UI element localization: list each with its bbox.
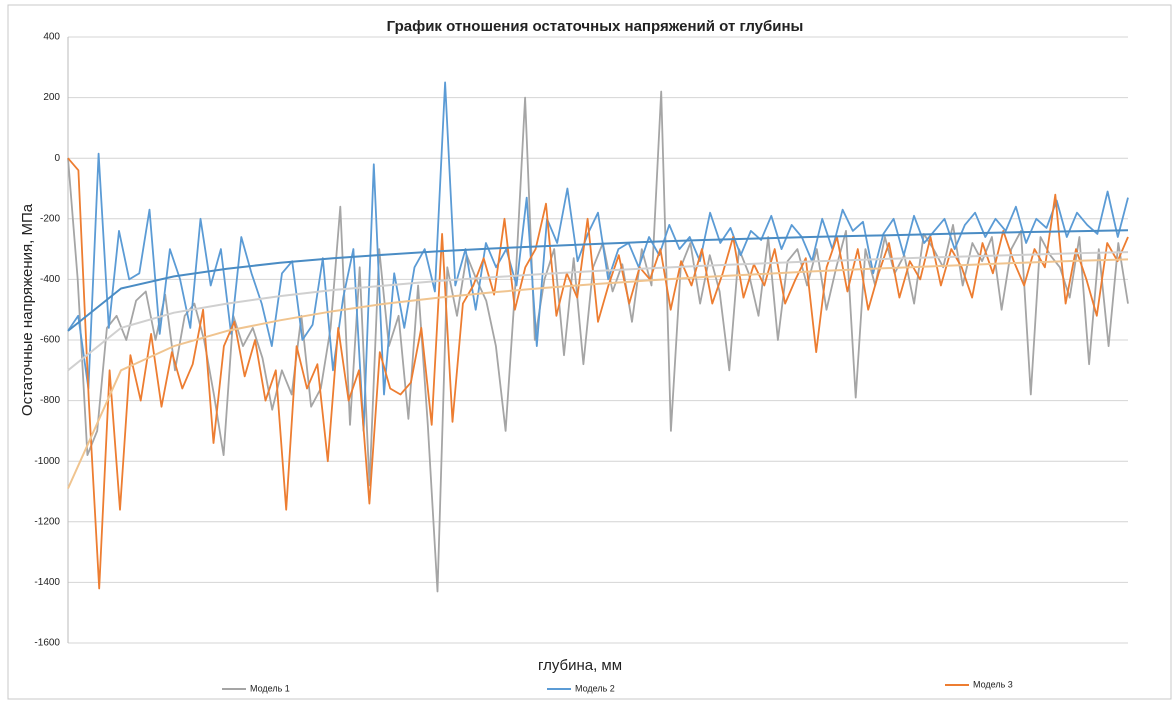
trend-line — [67, 251, 1129, 372]
legend-label: Модель 2 — [575, 683, 615, 693]
data-line — [67, 81, 1129, 432]
y-tick-label: 200 — [43, 92, 60, 103]
chart-frame — [7, 4, 1172, 700]
y-tick-label: -1400 — [34, 577, 60, 588]
legend-label: Модель 1 — [250, 683, 290, 693]
y-tick-label: -800 — [40, 395, 60, 406]
y-tick-label: -200 — [40, 213, 60, 224]
y-tick-label: 400 — [43, 32, 60, 43]
y-tick-label: -600 — [40, 335, 60, 346]
data-line — [67, 157, 1129, 590]
y-tick-label: -1200 — [34, 516, 60, 527]
y-tick-label: 0 — [54, 153, 60, 164]
y-tick-label: -400 — [40, 274, 60, 285]
x-axis-label: глубина, мм — [538, 657, 622, 674]
trend-line — [67, 229, 1129, 332]
y-tick-label: -1000 — [34, 456, 60, 467]
chart-title: График отношения остаточных напряжений о… — [387, 18, 804, 35]
data-line — [67, 90, 1129, 593]
trend-line — [67, 258, 1129, 489]
y-axis-label: Остаточные напряжения, МПа — [19, 203, 36, 416]
legend-label: Модель 3 — [973, 679, 1013, 689]
y-tick-label: -1600 — [34, 638, 60, 649]
